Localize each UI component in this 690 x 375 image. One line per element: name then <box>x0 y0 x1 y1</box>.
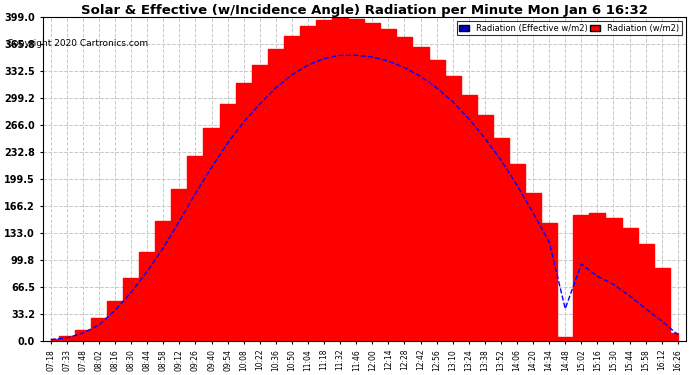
Title: Solar & Effective (w/Incidence Angle) Radiation per Minute Mon Jan 6 16:32: Solar & Effective (w/Incidence Angle) Ra… <box>81 4 648 17</box>
Text: Copyright 2020 Cartronics.com: Copyright 2020 Cartronics.com <box>7 39 148 48</box>
Legend: Radiation (Effective w/m2), Radiation (w/m2): Radiation (Effective w/m2), Radiation (w… <box>457 21 682 35</box>
